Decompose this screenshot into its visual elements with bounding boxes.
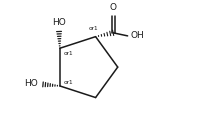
Text: or1: or1 (89, 26, 98, 31)
Text: O: O (110, 3, 117, 12)
Text: HO: HO (24, 79, 38, 88)
Text: HO: HO (52, 18, 66, 27)
Text: or1: or1 (63, 80, 73, 85)
Text: or1: or1 (64, 51, 73, 56)
Text: OH: OH (131, 31, 145, 40)
